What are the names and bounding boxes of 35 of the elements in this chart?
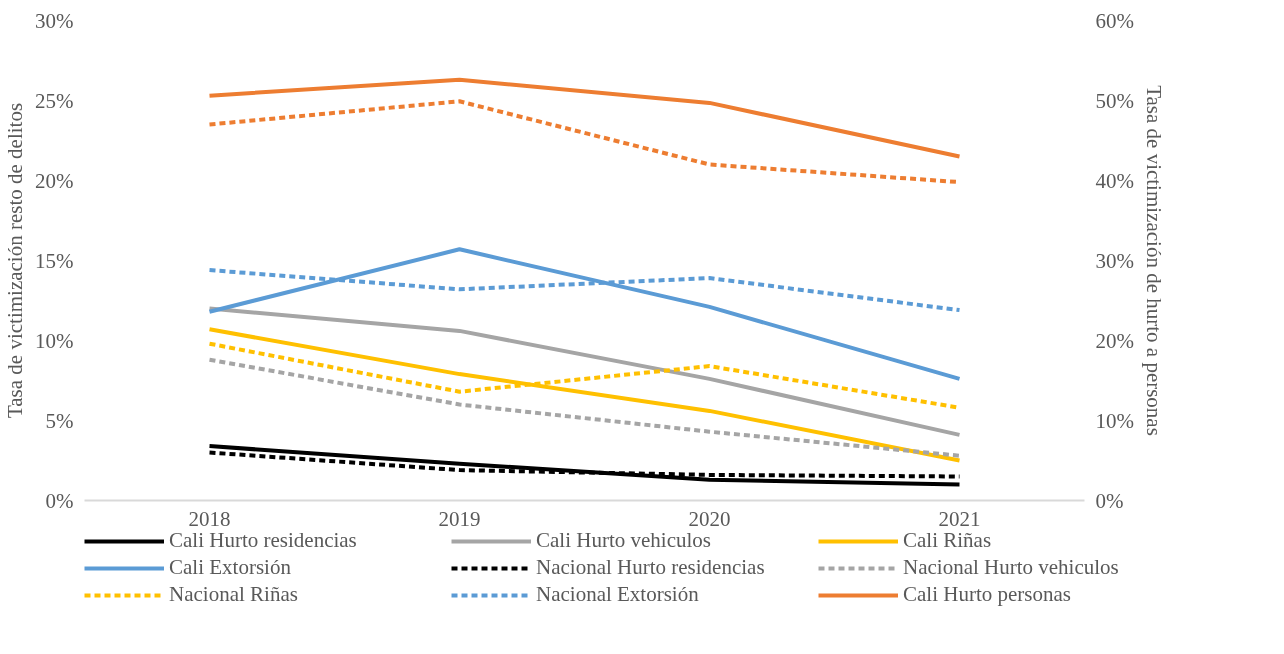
legend-label: Nacional Riñas (169, 582, 299, 607)
y-tick-label: 5% (45, 408, 74, 433)
legend-label: Cali Hurto personas (903, 582, 1072, 607)
y2-tick-label: 60% (1095, 8, 1134, 33)
legend-label: Nacional Extorsión (536, 582, 700, 607)
y-tick-label: 30% (35, 8, 74, 33)
legend-label: Nacional Hurto residencias (536, 555, 766, 580)
legend-label: Cali Riñas (903, 528, 993, 553)
y-tick-label: 25% (35, 88, 74, 113)
y-tick-label: 15% (35, 248, 74, 273)
y2-tick-label: 0% (1095, 488, 1124, 513)
line-series (207, 444, 962, 487)
y2-tick-label: 50% (1095, 88, 1134, 113)
line-series (207, 357, 962, 458)
line-series (207, 306, 962, 437)
y2-tick-label: 40% (1095, 168, 1134, 193)
y2-axis-title: Tasa de victimización de hurto a personas (1141, 85, 1166, 436)
x-tick-label: 2019 (438, 506, 481, 531)
x-tick-label: 2021 (938, 506, 981, 531)
line-series (207, 77, 962, 159)
y-tick-label: 0% (45, 488, 74, 513)
legend-label: Cali Extorsión (169, 555, 292, 580)
line-series (207, 327, 962, 463)
y2-tick-label: 20% (1095, 328, 1134, 353)
y-axis-title: Tasa de victimización resto de delitos (3, 102, 28, 419)
legend-label: Cali Hurto residencias (169, 528, 357, 552)
y2-tick-label: 30% (1095, 248, 1134, 273)
y2-tick-label: 10% (1095, 408, 1134, 433)
x-tick-label: 2020 (688, 506, 731, 531)
y-tick-label: 20% (35, 168, 74, 193)
legend-label: Nacional Hurto vehiculos (903, 555, 1120, 580)
x-tick-label: 2018 (188, 506, 231, 531)
y-tick-label: 10% (35, 328, 74, 353)
legend-label: Cali Hurto vehiculos (536, 528, 712, 553)
line-series (207, 247, 962, 381)
